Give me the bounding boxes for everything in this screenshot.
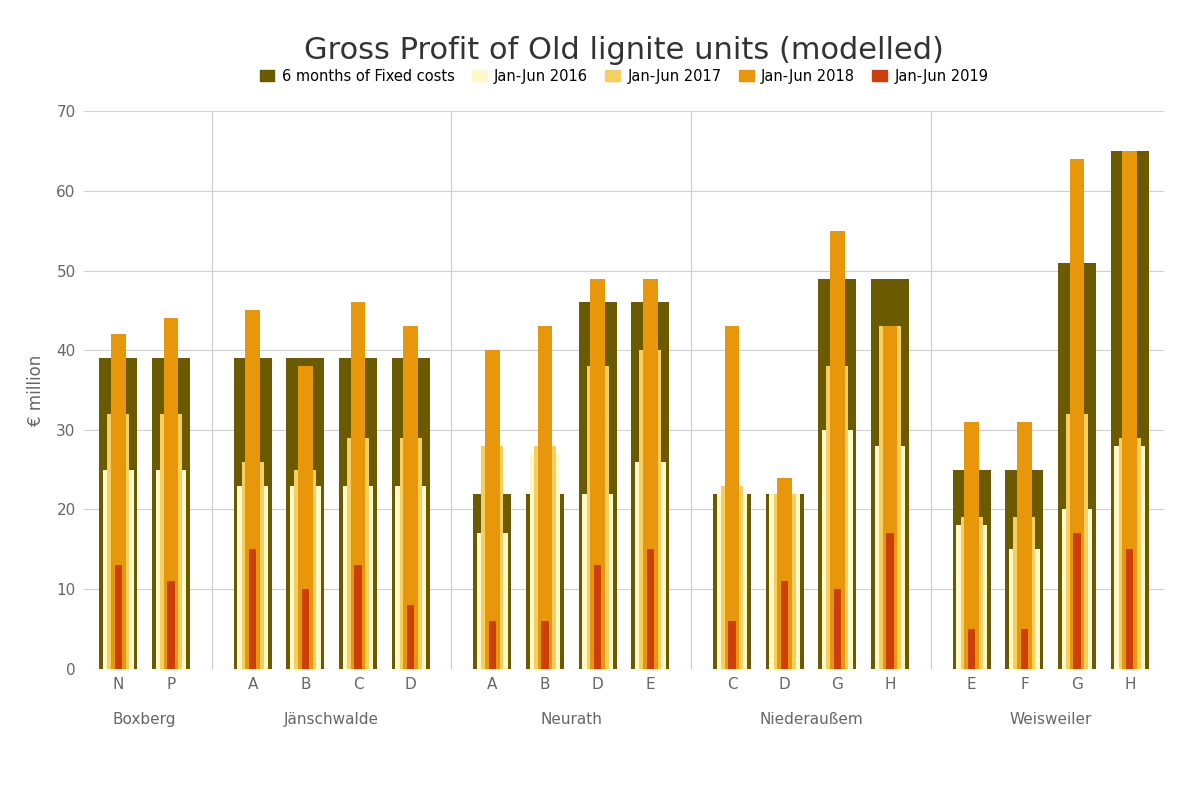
Bar <box>248 549 257 669</box>
Bar <box>478 533 508 669</box>
Bar <box>1009 549 1039 669</box>
Bar <box>1115 446 1145 669</box>
Bar <box>107 414 130 669</box>
Bar <box>301 589 308 669</box>
Bar <box>1066 414 1088 669</box>
Y-axis label: € million: € million <box>28 354 46 426</box>
Bar <box>354 565 361 669</box>
Text: Weisweiler: Weisweiler <box>1009 712 1092 728</box>
Bar <box>103 470 133 669</box>
Bar <box>234 358 271 669</box>
Bar <box>1122 151 1138 669</box>
Bar <box>110 334 126 669</box>
Bar <box>1021 629 1028 669</box>
Bar <box>245 310 260 669</box>
Bar <box>827 366 848 669</box>
Bar <box>287 358 324 669</box>
Bar <box>347 438 370 669</box>
Bar <box>590 279 605 669</box>
Bar <box>774 494 796 669</box>
Bar <box>529 454 560 669</box>
Bar <box>294 470 317 669</box>
Bar <box>156 470 186 669</box>
Bar <box>716 494 748 669</box>
Bar <box>1126 549 1134 669</box>
Bar <box>1013 517 1036 669</box>
Bar <box>587 366 608 669</box>
Bar <box>343 486 373 669</box>
Bar <box>875 446 905 669</box>
Bar <box>956 525 986 669</box>
Text: Niederaußem: Niederaußem <box>760 712 863 728</box>
Bar <box>582 494 613 669</box>
Bar <box>100 358 137 669</box>
Bar <box>1111 151 1148 669</box>
Bar <box>350 302 365 669</box>
Bar <box>241 462 264 669</box>
Bar <box>403 326 418 669</box>
Bar <box>647 549 654 669</box>
Bar <box>822 430 853 669</box>
Bar <box>578 302 617 669</box>
Bar <box>1062 509 1092 669</box>
Bar <box>643 279 658 669</box>
Bar <box>713 494 751 669</box>
Bar <box>721 486 743 669</box>
Bar <box>1118 438 1141 669</box>
Bar <box>965 422 979 669</box>
Bar <box>485 350 499 669</box>
Bar <box>395 486 426 669</box>
Bar <box>635 462 666 669</box>
Bar <box>1073 533 1081 669</box>
Bar <box>1018 422 1032 669</box>
Bar <box>594 565 601 669</box>
Bar <box>481 446 503 669</box>
Text: Jänschwalde: Jänschwalde <box>284 712 379 728</box>
Bar <box>538 326 552 669</box>
Bar <box>473 494 511 669</box>
Bar <box>167 581 175 669</box>
Bar <box>290 486 320 669</box>
Bar <box>238 486 268 669</box>
Bar <box>883 326 898 669</box>
Bar <box>631 302 670 669</box>
Bar <box>152 358 190 669</box>
Bar <box>1058 263 1096 669</box>
Bar <box>400 438 421 669</box>
Bar <box>766 494 804 669</box>
Bar <box>961 517 983 669</box>
Bar <box>534 446 556 669</box>
Bar <box>818 279 857 669</box>
Legend: 6 months of Fixed costs, Jan-Jun 2016, Jan-Jun 2017, Jan-Jun 2018, Jan-Jun 2019: 6 months of Fixed costs, Jan-Jun 2016, J… <box>260 68 988 84</box>
Text: Neurath: Neurath <box>540 712 602 728</box>
Bar <box>1069 159 1085 669</box>
Bar <box>878 326 901 669</box>
Bar <box>407 605 414 669</box>
Bar <box>781 581 788 669</box>
Bar <box>778 478 792 669</box>
Bar <box>488 621 496 669</box>
Bar <box>725 326 739 669</box>
Bar <box>968 629 976 669</box>
Bar <box>728 621 736 669</box>
Bar <box>640 350 661 669</box>
Bar <box>526 494 564 669</box>
Bar <box>160 414 182 669</box>
Bar <box>298 366 313 669</box>
Bar <box>391 358 430 669</box>
Bar <box>338 358 377 669</box>
Bar <box>163 318 179 669</box>
Bar <box>953 470 991 669</box>
Text: Boxberg: Boxberg <box>113 712 176 728</box>
Bar <box>541 621 548 669</box>
Bar <box>834 589 841 669</box>
Bar <box>871 279 910 669</box>
Bar <box>1006 470 1043 669</box>
Bar <box>114 565 122 669</box>
Bar <box>830 231 845 669</box>
Title: Gross Profit of Old lignite units (modelled): Gross Profit of Old lignite units (model… <box>304 36 944 64</box>
Bar <box>769 494 800 669</box>
Bar <box>887 533 894 669</box>
